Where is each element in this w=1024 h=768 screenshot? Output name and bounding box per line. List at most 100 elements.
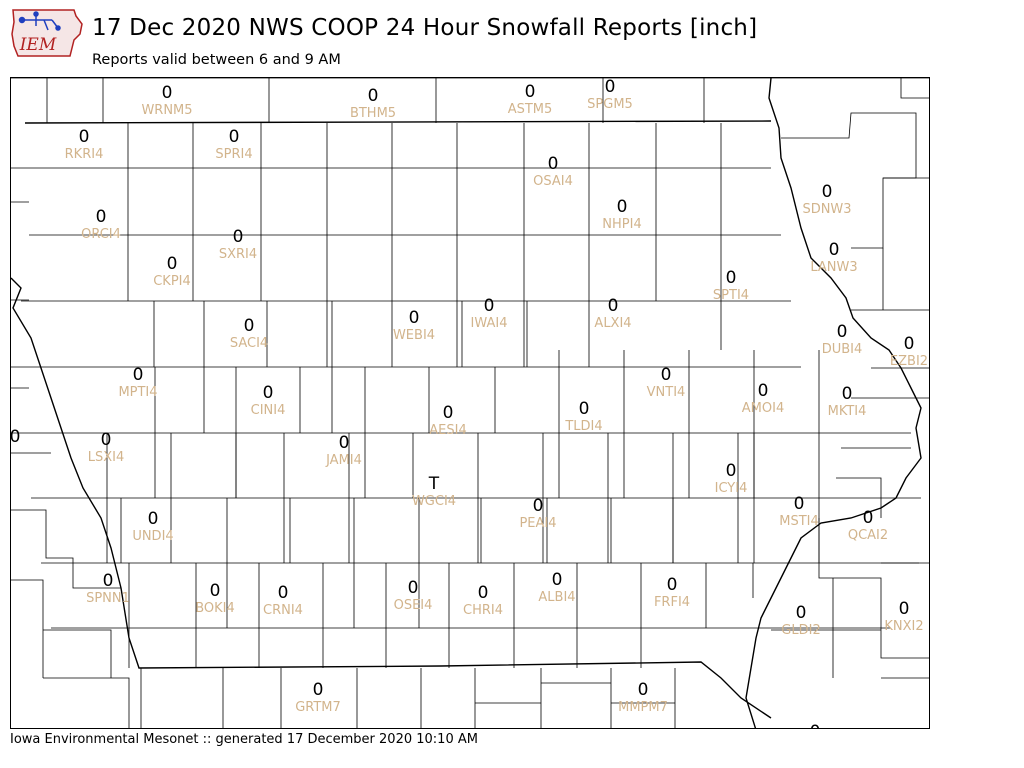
snowfall-value: 0 [661,365,672,385]
iowa-outline-logo [11,9,83,57]
station-id: ALXI4 [594,316,631,331]
snowfall-value: 0 [822,182,833,202]
logo-text: IEM [19,35,57,55]
snowfall-value: 0 [409,308,420,328]
snowfall-value: 0 [904,334,915,354]
station-id: MSTI4 [779,514,819,529]
station-id: MPTI4 [118,385,157,400]
station-id: JAMI4 [325,453,362,468]
snowfall-value: 0 [263,383,274,403]
station-id: RKRI4 [65,147,104,162]
snowfall-value: 0 [726,461,737,481]
station-id: OSEI4 [394,598,433,613]
station-id: QCAI2 [848,528,888,543]
snowfall-value: 0 [608,296,619,316]
station-id: VNTI4 [647,385,686,400]
snowfall-value: 0 [244,316,255,336]
snowfall-value: 0 [863,508,874,528]
station-id: CHRI4 [463,603,503,618]
station-id: BOKI4 [195,601,235,616]
snowfall-value: 0 [605,78,616,97]
station-id: DUBI4 [822,342,863,357]
page-subtitle: Reports valid between 6 and 9 AM [92,52,341,68]
station-id: BTHM5 [350,106,396,121]
station-id: ORCI4 [81,227,121,242]
snowfall-value: 0 [726,268,737,288]
snowfall-value: 0 [148,509,159,529]
station-id: SPTI4 [713,288,749,303]
snowfall-value: 0 [79,127,90,147]
station-id: GRTM7 [295,700,341,715]
snowfall-value: 0 [368,86,379,106]
station-id: CKPI4 [153,274,191,289]
snowfall-value: 0 [103,571,114,591]
station-id: MKTI4 [828,404,867,419]
snowfall-value: 0 [667,575,678,595]
snowfall-value: 0 [210,581,221,601]
snowfall-value: 0 [796,603,807,623]
station-id: LANW3 [810,260,857,275]
station-id: SACI4 [230,336,268,351]
station-id: SPRI4 [215,147,252,162]
snowfall-value: 0 [533,496,544,516]
station-id: CRNI4 [263,603,303,618]
snowfall-value: 0 [167,254,178,274]
snowfall-value: 0 [758,381,769,401]
station-unlabeled-27: 0 [11,427,20,447]
snowfall-value: 0 [638,680,649,700]
weather-station-icon [18,11,61,31]
station-id: IWAI4 [471,316,508,331]
snowfall-value: 0 [313,680,324,700]
map-panel: 0 WRNM5 0 BTHM5 0 ASTM5 0 SPGM5 0 RKRI4 0 SPRI4 0 OSA… [10,77,930,729]
station-id: GLDI2 [781,623,820,638]
station-id: SXRI4 [219,247,257,262]
station-unlabeled-47: 0 [810,722,821,729]
snowfall-value: 0 [101,430,112,450]
snowfall-value: 0 [842,384,853,404]
station-id: OSAI4 [533,174,573,189]
snowfall-value: 0 [96,207,107,227]
snowfall-value: 0 [11,427,20,447]
snowfall-value: 0 [548,154,559,174]
snowfall-value: 0 [443,403,454,423]
snowfall-value: 0 [133,365,144,385]
footer-credit: Iowa Environmental Mesonet :: generated … [10,732,478,747]
station-id: TLDI4 [564,419,602,434]
snowfall-value: 0 [339,433,350,453]
snowfall-value: 0 [899,599,910,619]
station-id: ASTM5 [508,102,553,117]
snowfall-value: 0 [484,296,495,316]
snowfall-value: 0 [810,722,821,729]
snowfall-value: 0 [829,240,840,260]
county-boundaries [11,78,929,728]
snowfall-value: 0 [278,583,289,603]
station-id: ALBI4 [538,590,575,605]
station-id: PEAI4 [519,516,556,531]
